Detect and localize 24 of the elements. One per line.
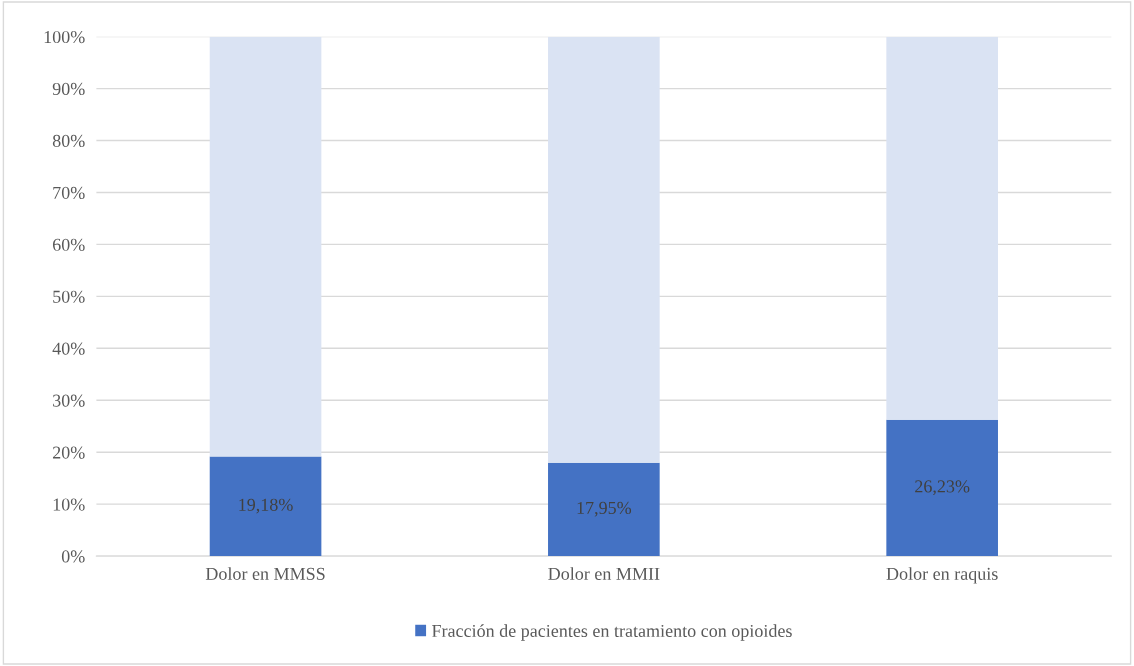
y-tick-label: 80% bbox=[52, 134, 85, 148]
bar bbox=[548, 462, 660, 557]
data-label: 17,95% bbox=[577, 501, 632, 517]
x-tick-label: Dolor en raquis bbox=[886, 567, 998, 584]
x-tick-label: Dolor en MMSS bbox=[205, 567, 325, 580]
y-tick-label: 60% bbox=[52, 238, 85, 251]
bar bbox=[886, 36, 998, 420]
y-tick-label: 100% bbox=[44, 30, 85, 44]
y-tick-label: 70% bbox=[53, 186, 85, 199]
data-label: 19,18% bbox=[239, 498, 293, 514]
bar bbox=[209, 36, 322, 457]
y-tick-label: 50% bbox=[53, 290, 85, 303]
y-tick-label: 0% bbox=[61, 550, 85, 563]
y-tick-label: 90% bbox=[52, 82, 85, 96]
legend-label: Fracción de pacientes en tratamiento con opioides bbox=[432, 624, 792, 641]
y-tick-label: 20% bbox=[52, 446, 85, 459]
bar bbox=[209, 456, 322, 557]
x-tick-label: Dolor en MMII bbox=[548, 567, 660, 580]
bar bbox=[548, 36, 660, 463]
data-label: 26,23% bbox=[915, 480, 970, 496]
y-tick-label: 10% bbox=[53, 498, 85, 511]
bar bbox=[886, 419, 998, 557]
y-tick-label: 40% bbox=[52, 342, 85, 355]
y-tick-label: 30% bbox=[53, 394, 85, 407]
